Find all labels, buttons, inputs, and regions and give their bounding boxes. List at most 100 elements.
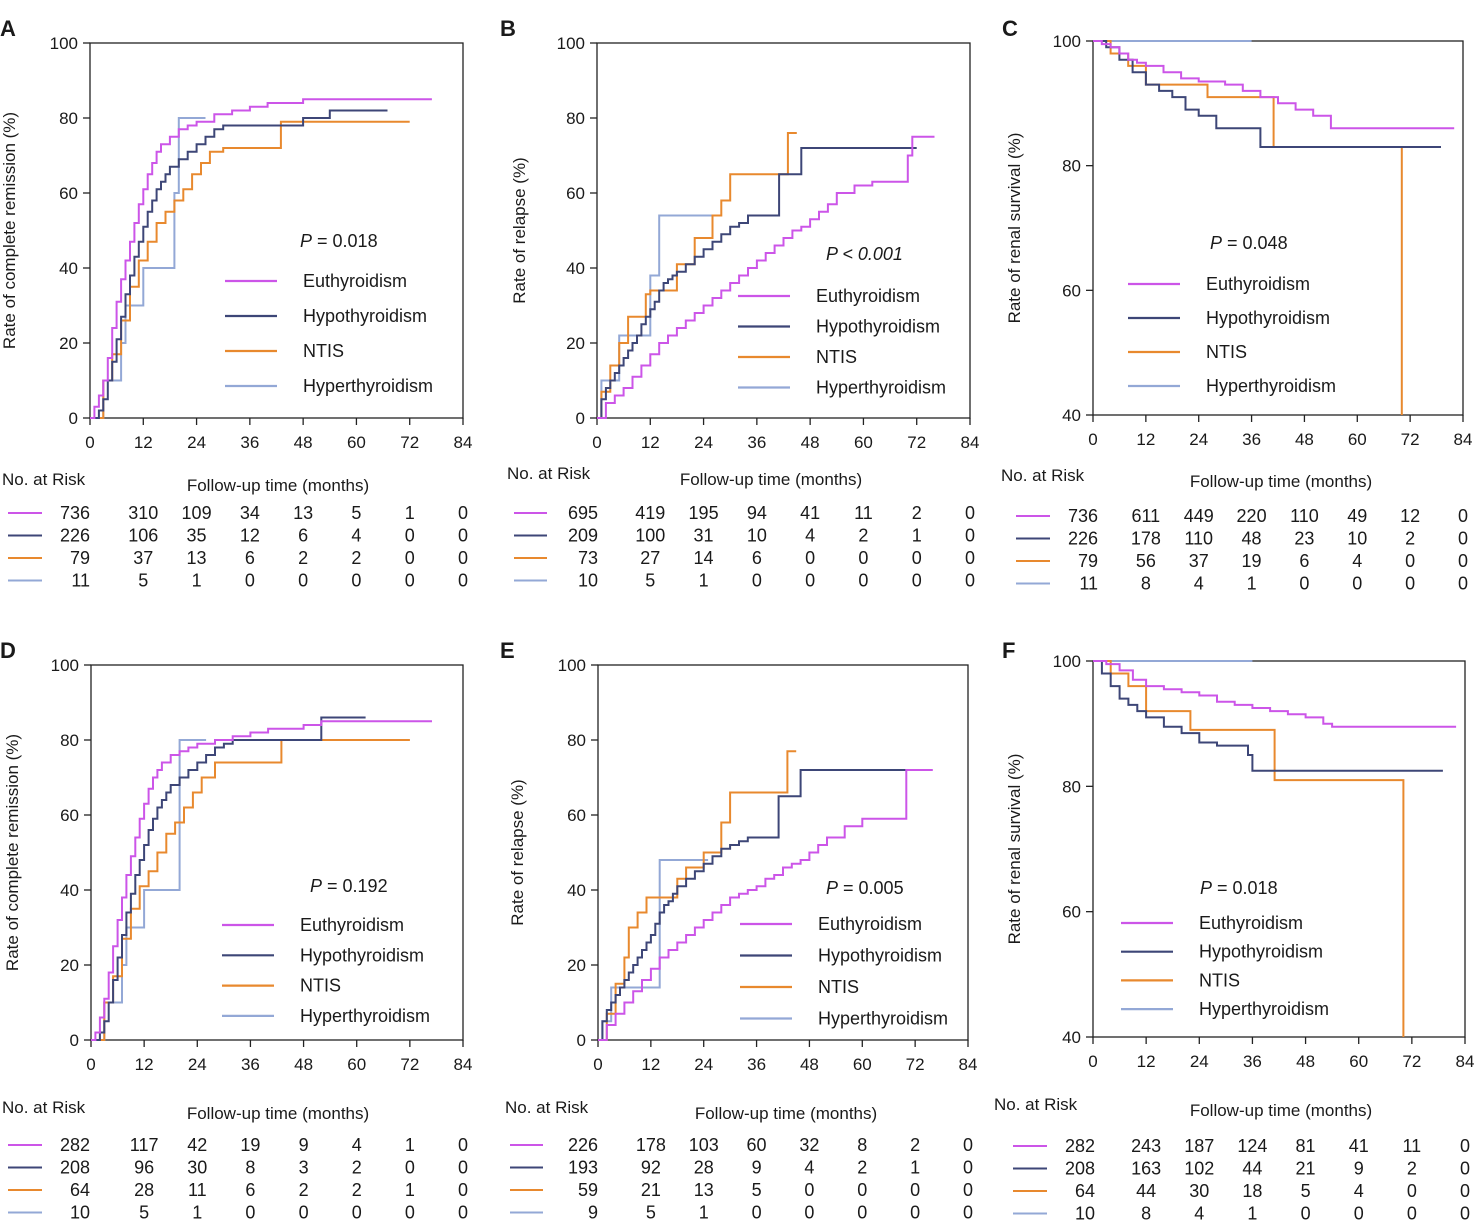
risk-cell: 35 xyxy=(187,526,207,546)
risk-cell: 37 xyxy=(133,548,153,568)
risk-cell: 0 xyxy=(1460,1159,1470,1179)
risk-table-header: No. at Risk xyxy=(1001,466,1085,485)
risk-cell: 0 xyxy=(458,1180,468,1200)
risk-table-header: No. at Risk xyxy=(505,1098,589,1117)
risk-cell: 1 xyxy=(405,1180,415,1200)
risk-cell: 0 xyxy=(1354,1204,1364,1224)
risk-cell: 0 xyxy=(804,1180,814,1200)
y-tick-label: 60 xyxy=(60,806,79,825)
risk-cell: 79 xyxy=(70,548,90,568)
risk-cell: 3 xyxy=(299,1158,309,1178)
risk-cell: 5 xyxy=(752,1180,762,1200)
y-tick-label: 40 xyxy=(59,259,78,278)
p-value: P = 0.192 xyxy=(310,876,388,896)
risk-cell: 12 xyxy=(1400,506,1420,526)
x-tick-label: 36 xyxy=(1242,430,1261,449)
risk-cell: 28 xyxy=(134,1180,154,1200)
risk-cell: 5 xyxy=(139,1203,149,1223)
risk-cell: 0 xyxy=(405,1158,415,1178)
x-tick-label: 84 xyxy=(1456,1052,1475,1071)
legend-label-euthyroidism: Euthyroidism xyxy=(300,915,404,935)
x-tick-label: 24 xyxy=(694,1055,713,1074)
panel-letter: F xyxy=(1002,638,1015,663)
plot-frame xyxy=(597,664,969,1041)
risk-cell: 0 xyxy=(752,571,762,591)
legend-label-hyperthyroidism: Hyperthyroidism xyxy=(816,378,946,398)
risk-cell: 11 xyxy=(1403,1136,1422,1156)
risk-cell: 106 xyxy=(128,526,158,546)
risk-cell: 19 xyxy=(240,1135,260,1155)
y-axis-label: Rate of renal survival (%) xyxy=(1005,754,1024,945)
legend-label-hyperthyroidism: Hyperthyroidism xyxy=(1206,376,1336,396)
risk-cell: 103 xyxy=(689,1135,719,1155)
risk-cell: 5 xyxy=(138,571,148,591)
y-tick-label: 20 xyxy=(59,334,78,353)
x-tick-label: 12 xyxy=(134,433,153,452)
risk-cell: 1 xyxy=(912,526,922,546)
risk-cell: 10 xyxy=(70,1203,90,1223)
x-tick-label: 72 xyxy=(400,1055,419,1074)
risk-cell: 220 xyxy=(1237,506,1267,526)
x-tick-label: 72 xyxy=(1402,1052,1421,1071)
risk-cell: 243 xyxy=(1131,1136,1161,1156)
plot-frame xyxy=(596,42,971,419)
risk-cell: 0 xyxy=(1460,1181,1470,1201)
risk-cell: 19 xyxy=(1242,551,1262,571)
panel-letter: B xyxy=(500,16,516,41)
risk-cell: 56 xyxy=(1136,551,1156,571)
risk-cell: 0 xyxy=(458,548,468,568)
plot-frame xyxy=(90,664,464,1041)
x-tick-label: 72 xyxy=(907,433,926,452)
risk-cell: 30 xyxy=(1189,1181,1209,1201)
risk-cell: 0 xyxy=(910,1203,920,1223)
x-tick-label: 72 xyxy=(1401,430,1420,449)
risk-cell: 21 xyxy=(641,1180,661,1200)
x-tick-label: 12 xyxy=(1136,430,1155,449)
x-tick-label: 24 xyxy=(188,1055,207,1074)
risk-cell: 2 xyxy=(857,1158,867,1178)
legend-label-ntis: NTIS xyxy=(816,347,857,367)
risk-cell: 0 xyxy=(405,548,415,568)
plot-frame xyxy=(1092,660,1466,1038)
risk-cell: 226 xyxy=(568,1135,598,1155)
y-tick-label: 40 xyxy=(1062,406,1081,425)
legend-label-hyperthyroidism: Hyperthyroidism xyxy=(1199,999,1329,1019)
risk-cell: 102 xyxy=(1184,1159,1214,1179)
x-tick-label: 48 xyxy=(294,1055,313,1074)
curve-euthyroidism xyxy=(597,135,935,419)
risk-cell: 13 xyxy=(187,548,207,568)
risk-cell: 27 xyxy=(640,548,660,568)
risk-cell: 0 xyxy=(912,571,922,591)
y-tick-label: 100 xyxy=(1053,32,1081,51)
x-tick-label: 72 xyxy=(906,1055,925,1074)
panel-letter: A xyxy=(0,16,16,41)
risk-cell: 0 xyxy=(405,526,415,546)
curve-euthyroidism xyxy=(90,98,432,419)
risk-cell: 11 xyxy=(188,1180,207,1200)
risk-cell: 13 xyxy=(293,503,313,523)
risk-cell: 10 xyxy=(578,571,598,591)
legend-label-euthyroidism: Euthyroidism xyxy=(303,271,407,291)
risk-cell: 117 xyxy=(130,1135,159,1155)
risk-cell: 2 xyxy=(352,1158,362,1178)
y-tick-label: 20 xyxy=(567,956,586,975)
risk-cell: 21 xyxy=(1296,1159,1316,1179)
risk-cell: 2 xyxy=(298,548,308,568)
risk-cell: 6 xyxy=(1299,551,1309,571)
risk-cell: 9 xyxy=(1354,1159,1364,1179)
risk-cell: 44 xyxy=(1242,1159,1262,1179)
y-tick-label: 20 xyxy=(60,956,79,975)
y-tick-label: 60 xyxy=(1062,281,1081,300)
risk-cell: 208 xyxy=(60,1158,90,1178)
p-value: P < 0.001 xyxy=(826,244,903,264)
risk-cell: 0 xyxy=(965,503,975,523)
x-axis-title: Follow-up time (months) xyxy=(680,470,862,489)
risk-cell: 79 xyxy=(1078,551,1098,571)
risk-cell: 34 xyxy=(240,503,260,523)
risk-cell: 209 xyxy=(568,526,598,546)
y-tick-label: 40 xyxy=(60,881,79,900)
y-tick-label: 0 xyxy=(576,409,585,428)
y-tick-label: 80 xyxy=(1062,777,1081,796)
risk-cell: 30 xyxy=(187,1158,207,1178)
curve-ntis xyxy=(90,120,410,419)
